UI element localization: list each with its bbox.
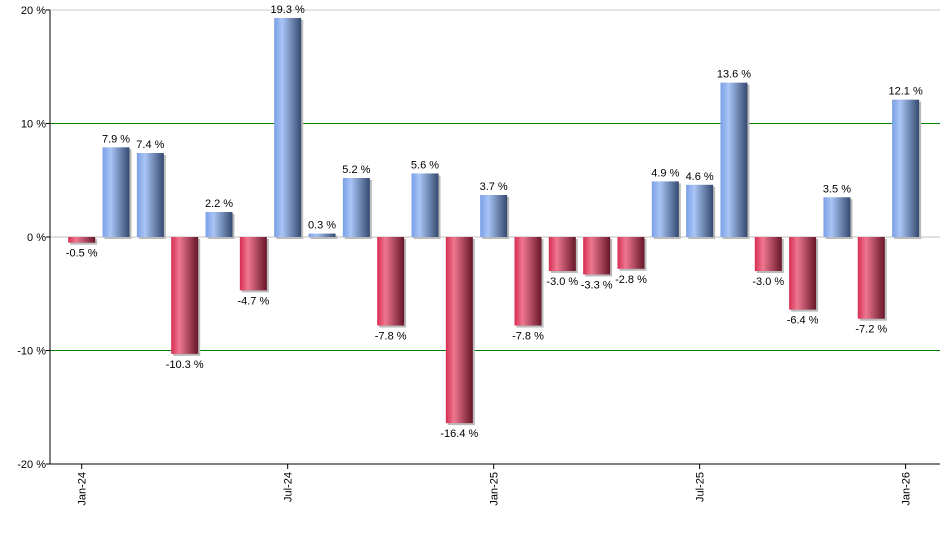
data-label: -3.3 %: [581, 279, 613, 291]
x-tick-label: Jan-24: [77, 472, 89, 506]
data-label: -0.5 %: [66, 248, 98, 260]
data-label: 7.9 %: [102, 133, 130, 145]
bar-Nov-24: [411, 173, 439, 237]
data-label: -7.8 %: [512, 331, 544, 343]
bar-shadow: [310, 235, 338, 239]
data-label: -3.0 %: [752, 276, 784, 288]
data-label: 12.1 %: [888, 86, 922, 98]
bar-Jul-24: [274, 17, 302, 237]
y-tick-label: 0 %: [27, 232, 46, 244]
bar-Jan-25: [480, 195, 508, 237]
y-tick-label: 20 %: [21, 5, 46, 17]
data-label: -3.0 %: [546, 276, 578, 288]
data-label: 19.3 %: [271, 4, 305, 16]
bar-Oct-25: [789, 237, 817, 310]
bar-Aug-25: [720, 82, 748, 237]
x-tick-label: Jan-25: [489, 472, 501, 506]
data-label: -7.8 %: [375, 331, 407, 343]
bar-May-25: [617, 237, 645, 269]
data-label: 3.5 %: [823, 183, 851, 195]
data-label: 0.3 %: [308, 220, 336, 232]
bar-Apr-25: [583, 237, 611, 275]
data-label: 5.6 %: [411, 159, 439, 171]
data-label: -16.4 %: [440, 428, 478, 440]
y-tick-label: -10 %: [17, 346, 46, 358]
bar-Jan-26: [892, 99, 920, 237]
data-label: -4.7 %: [237, 295, 269, 307]
data-label: 13.6 %: [717, 69, 751, 81]
data-label: -10.3 %: [166, 359, 204, 371]
bar-Mar-25: [548, 237, 576, 272]
x-tick-label: Jul-25: [695, 472, 707, 502]
data-label: -7.2 %: [855, 324, 887, 336]
data-label: 7.4 %: [136, 139, 164, 151]
data-label: 4.9 %: [651, 167, 679, 179]
data-label: 2.2 %: [205, 198, 233, 210]
bar-Oct-24: [377, 237, 405, 326]
x-tick-label: Jul-24: [283, 472, 295, 502]
data-label: -2.8 %: [615, 274, 647, 286]
bar-Dec-24: [445, 237, 473, 424]
bar-Mar-24: [136, 153, 164, 237]
y-tick-label: 10 %: [21, 119, 46, 131]
bar-Feb-25: [514, 237, 542, 326]
bar-Jun-24: [239, 237, 267, 291]
y-tick-label: -20 %: [17, 459, 46, 471]
bar-Nov-25: [823, 197, 851, 237]
x-tick-label: Jan-26: [901, 472, 913, 506]
bar-Jun-25: [651, 181, 679, 237]
data-label: 5.2 %: [342, 164, 370, 176]
bar-Aug-24: [308, 233, 336, 237]
data-label: -6.4 %: [787, 315, 819, 327]
bar-Jan-24: [68, 237, 96, 243]
bar-Sep-25: [754, 237, 782, 272]
bar-Sep-24: [342, 177, 370, 237]
bar-Feb-24: [102, 147, 130, 237]
data-label: 3.7 %: [480, 181, 508, 193]
bar-Jul-25: [686, 184, 714, 237]
bar-May-24: [205, 212, 233, 237]
bar-Apr-24: [171, 237, 199, 354]
bar-Dec-25: [857, 237, 885, 319]
data-label: 4.6 %: [686, 171, 714, 183]
